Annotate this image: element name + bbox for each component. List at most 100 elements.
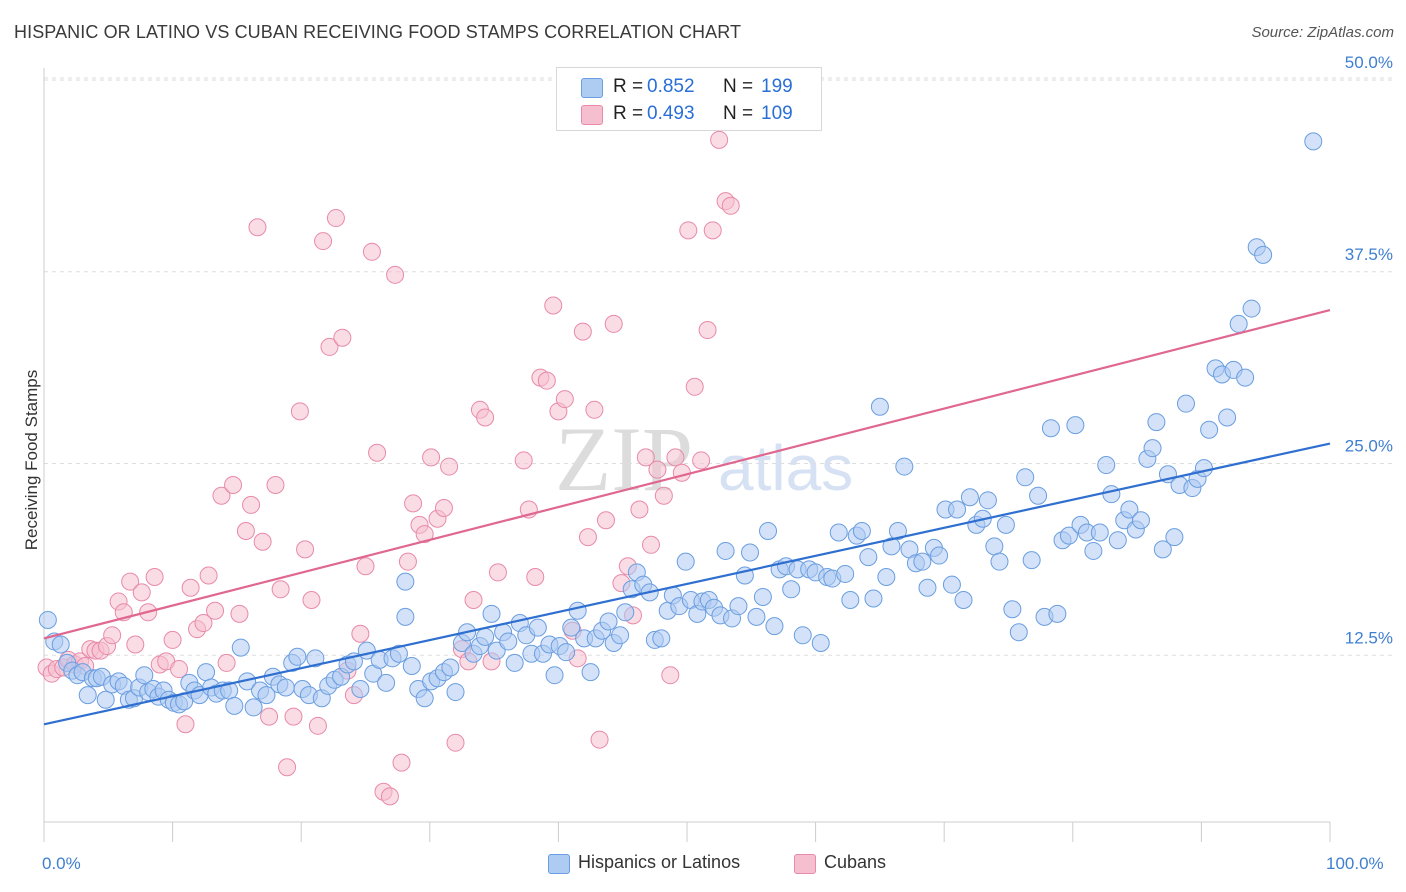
data-point-cubans bbox=[422, 448, 441, 467]
data-point-cubans bbox=[103, 626, 122, 645]
data-point-hispanic bbox=[882, 537, 901, 556]
x-tick-max: 100.0% bbox=[1326, 854, 1384, 873]
data-point-cubans bbox=[573, 322, 592, 341]
data-point-cubans bbox=[590, 730, 609, 749]
data-point-cubans bbox=[333, 328, 352, 347]
data-point-cubans bbox=[698, 321, 717, 340]
data-point-hispanic bbox=[389, 644, 408, 663]
data-point-hispanic bbox=[1048, 604, 1067, 623]
data-point-hispanic bbox=[852, 521, 871, 540]
data-point-hispanic bbox=[1200, 420, 1219, 439]
data-point-hispanic bbox=[225, 696, 244, 715]
data-point-hispanic bbox=[836, 564, 855, 583]
axes bbox=[43, 68, 1331, 842]
data-point-cubans bbox=[260, 707, 279, 726]
data-point-cubans bbox=[224, 475, 243, 494]
legend-label-hispanic: Hispanics or Latinos bbox=[578, 852, 741, 872]
data-point-hispanic bbox=[611, 626, 630, 645]
y-tick-label: 12.5% bbox=[1345, 628, 1393, 647]
data-point-hispanic bbox=[446, 683, 465, 702]
data-point-hispanic bbox=[38, 610, 57, 629]
data-point-cubans bbox=[488, 563, 507, 582]
data-point-hispanic bbox=[1304, 132, 1323, 151]
data-point-hispanic bbox=[960, 488, 979, 507]
data-point-cubans bbox=[351, 624, 370, 643]
data-point-cubans bbox=[703, 221, 722, 240]
data-point-hispanic bbox=[1022, 551, 1041, 570]
source-label: Source: ZipAtlas.com bbox=[1251, 24, 1394, 41]
data-point-cubans bbox=[464, 591, 483, 610]
data-point-cubans bbox=[654, 486, 673, 505]
data-point-hispanic bbox=[1003, 600, 1022, 619]
data-point-hispanic bbox=[652, 629, 671, 648]
data-point-cubans bbox=[398, 552, 417, 571]
data-point-hispanic bbox=[1016, 468, 1035, 487]
legend-swatch-cubans bbox=[794, 854, 816, 874]
data-point-hispanic bbox=[1254, 245, 1273, 264]
y-tick-label: 25.0% bbox=[1345, 437, 1393, 456]
data-point-hispanic bbox=[1176, 394, 1195, 413]
data-point-cubans bbox=[145, 568, 164, 587]
gridlines bbox=[44, 77, 1394, 656]
data-point-hispanic bbox=[1194, 459, 1213, 478]
data-point-hispanic bbox=[1165, 528, 1184, 547]
data-point-hispanic bbox=[616, 603, 635, 622]
data-point-hispanic bbox=[1143, 439, 1162, 458]
data-point-hispanic bbox=[197, 663, 216, 682]
data-point-hispanic bbox=[505, 653, 524, 672]
data-point-hispanic bbox=[1153, 540, 1172, 559]
data-point-cubans bbox=[392, 753, 411, 772]
data-point-hispanic bbox=[1029, 486, 1048, 505]
data-point-hispanic bbox=[864, 589, 883, 608]
data-point-hispanic bbox=[954, 591, 973, 610]
data-point-hispanic bbox=[1120, 500, 1139, 519]
data-point-cubans bbox=[302, 591, 321, 610]
data-point-hispanic bbox=[78, 686, 97, 705]
data-point-hispanic bbox=[402, 656, 421, 675]
data-point-hispanic bbox=[441, 658, 460, 677]
data-point-cubans bbox=[648, 460, 667, 479]
data-point-cubans bbox=[544, 296, 563, 315]
data-point-hispanic bbox=[990, 552, 1009, 571]
data-point-cubans bbox=[170, 660, 189, 679]
data-point-cubans bbox=[679, 221, 698, 240]
data-point-cubans bbox=[585, 400, 604, 419]
data-point-hispanic bbox=[948, 500, 967, 519]
data-point-hispanic bbox=[978, 491, 997, 510]
data-point-hispanic bbox=[996, 515, 1015, 534]
data-point-cubans bbox=[253, 532, 272, 551]
data-point-cubans bbox=[176, 715, 195, 734]
data-point-cubans bbox=[284, 707, 303, 726]
data-point-cubans bbox=[440, 457, 459, 476]
r-label: R = bbox=[613, 103, 644, 124]
data-point-hispanic bbox=[476, 627, 495, 646]
data-point-cubans bbox=[514, 451, 533, 470]
data-point-cubans bbox=[248, 218, 267, 237]
data-point-hispanic bbox=[985, 537, 1004, 556]
data-point-hispanic bbox=[877, 568, 896, 587]
data-point-cubans bbox=[685, 377, 704, 396]
data-point-hispanic bbox=[930, 546, 949, 565]
data-point-cubans bbox=[278, 758, 297, 777]
y-axis-label: Receiving Food Stamps bbox=[22, 369, 41, 551]
data-point-hispanic bbox=[545, 666, 564, 685]
data-point-hispanic bbox=[276, 678, 295, 697]
stats-legend: R = 0.852 N = 199 R = 0.493 N = 109 bbox=[556, 67, 822, 131]
data-point-hispanic bbox=[913, 552, 932, 571]
data-point-hispanic bbox=[759, 521, 778, 540]
data-point-hispanic bbox=[888, 521, 907, 540]
data-point-cubans bbox=[271, 580, 290, 599]
data-point-hispanic bbox=[676, 552, 695, 571]
data-point-hispanic bbox=[1084, 541, 1103, 560]
data-point-cubans bbox=[266, 475, 285, 494]
data-point-cubans bbox=[206, 601, 225, 620]
data-point-cubans bbox=[404, 494, 423, 513]
data-point-cubans bbox=[710, 130, 729, 149]
r-value: 0.852 bbox=[647, 76, 695, 97]
data-point-hispanic bbox=[1236, 368, 1255, 387]
data-point-cubans bbox=[604, 314, 623, 333]
data-point-cubans bbox=[356, 557, 375, 576]
data-point-cubans bbox=[380, 787, 399, 806]
data-point-hispanic bbox=[1102, 485, 1121, 504]
